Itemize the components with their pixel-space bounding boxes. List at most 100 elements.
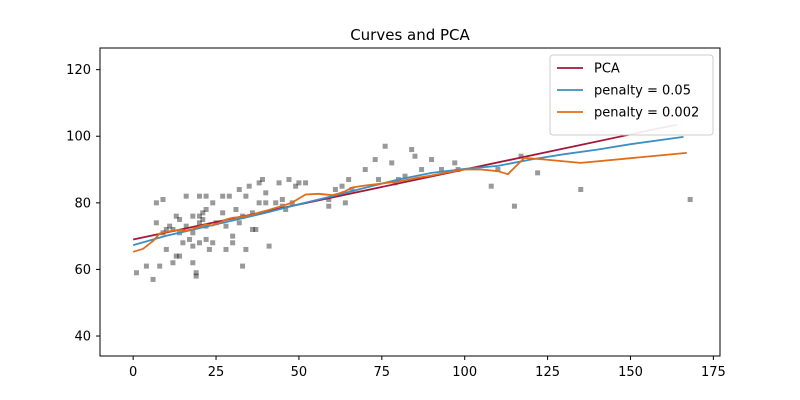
series-line-2 [132, 152, 687, 253]
data-point [177, 216, 183, 222]
y-axis: 40 60 80 100 120 [66, 63, 100, 345]
scatter-points [133, 143, 693, 282]
data-point [263, 200, 269, 206]
y-tick-label: 40 [74, 330, 91, 345]
data-point [392, 180, 398, 186]
data-point [389, 160, 395, 166]
data-point [183, 193, 189, 199]
data-point [279, 197, 285, 203]
data-point [372, 157, 378, 163]
data-point [236, 187, 242, 193]
y-tick-label: 60 [74, 263, 91, 278]
data-point [342, 200, 348, 206]
data-point [196, 220, 202, 226]
data-point [273, 200, 279, 206]
data-point [438, 167, 444, 173]
data-point [167, 223, 173, 229]
data-point [177, 253, 183, 259]
data-point [193, 273, 199, 279]
data-point [196, 240, 202, 246]
data-point [187, 236, 193, 242]
data-point [210, 240, 216, 246]
legend-label-2: penalty = 0.002 [594, 106, 699, 121]
data-point [326, 203, 332, 209]
data-point [196, 213, 202, 219]
data-point [143, 263, 149, 269]
data-point [203, 236, 209, 242]
data-point [153, 200, 159, 206]
data-point [256, 180, 262, 186]
x-tick-label: 75 [374, 365, 391, 380]
data-point [276, 180, 282, 186]
data-point [170, 226, 176, 232]
data-point [346, 177, 352, 183]
x-tick-label: 150 [618, 365, 643, 380]
data-point [173, 253, 179, 259]
y-tick-label: 80 [74, 196, 91, 211]
data-point [203, 206, 209, 212]
data-point [163, 246, 169, 252]
data-point [243, 193, 249, 199]
data-point [180, 240, 186, 246]
chart-title: Curves and PCA [350, 26, 470, 44]
x-tick-label: 50 [291, 365, 308, 380]
data-point [303, 180, 309, 186]
data-point [382, 143, 388, 149]
data-point [349, 187, 355, 193]
data-point [190, 230, 196, 236]
data-point [200, 210, 206, 216]
y-tick-label: 120 [66, 63, 91, 78]
data-point [220, 193, 226, 199]
data-point [578, 187, 584, 193]
data-point [206, 246, 212, 252]
data-point [150, 276, 156, 282]
data-point [412, 153, 418, 159]
data-point [687, 197, 693, 203]
data-point [203, 193, 209, 199]
data-point [495, 167, 501, 173]
x-tick-label: 175 [701, 365, 726, 380]
legend: PCA penalty = 0.05 penalty = 0.002 [549, 54, 714, 136]
data-point [236, 220, 242, 226]
data-point [173, 213, 179, 219]
data-point [193, 270, 199, 276]
data-point [133, 270, 139, 276]
data-point [250, 210, 256, 216]
data-point [296, 180, 302, 186]
y-tick-label: 100 [66, 130, 91, 145]
data-point [259, 177, 265, 183]
x-tick-label: 25 [208, 365, 225, 380]
series-line-1 [132, 136, 684, 246]
data-point [253, 226, 259, 232]
data-point [170, 260, 176, 266]
data-point [230, 233, 236, 239]
data-point [190, 243, 196, 249]
data-point [157, 263, 163, 269]
data-point [246, 183, 252, 189]
data-point [409, 147, 415, 153]
x-tick-label: 0 [129, 365, 137, 380]
data-point [339, 183, 345, 189]
data-point [256, 200, 262, 206]
data-point [243, 246, 249, 252]
data-point [223, 223, 229, 229]
data-point [488, 183, 494, 189]
x-tick-label: 100 [452, 365, 477, 380]
data-point [160, 197, 166, 203]
data-point [283, 206, 289, 212]
data-point [286, 177, 292, 183]
data-point [190, 213, 196, 219]
legend-box [549, 54, 714, 136]
data-point [402, 173, 408, 179]
data-point [429, 157, 435, 163]
data-point [210, 200, 216, 206]
data-point [452, 160, 458, 166]
x-tick-label: 125 [535, 365, 560, 380]
data-point [419, 167, 425, 173]
data-point [153, 220, 159, 226]
data-point [535, 170, 541, 176]
legend-label-1: penalty = 0.05 [594, 84, 691, 99]
data-point [226, 193, 232, 199]
plot-frame [99, 47, 721, 357]
